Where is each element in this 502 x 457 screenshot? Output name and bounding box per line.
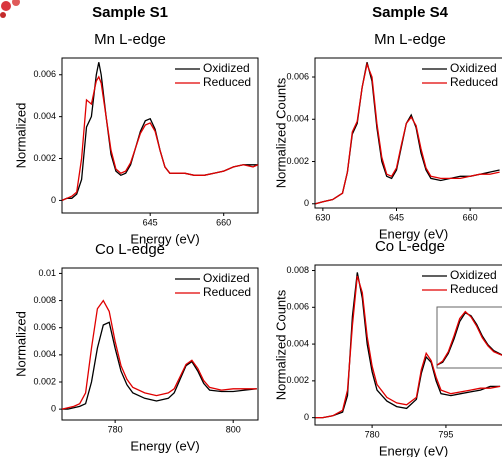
y-tick-label: 0.006	[33, 69, 56, 79]
y-axis-label: Normalized Counts	[273, 289, 288, 400]
legend-label: Oxidized	[450, 61, 497, 75]
x-tick-label: 660	[463, 212, 478, 222]
legend-label: Reduced	[203, 285, 251, 299]
y-tick-label: 0.002	[33, 376, 56, 386]
spectrum-line	[61, 75, 259, 201]
y-tick-label: 0	[51, 404, 56, 414]
spectrum-line	[315, 62, 500, 205]
y-tick-label: 0.008	[286, 265, 309, 275]
y-tick-label: 0.008	[33, 295, 56, 305]
legend-label: Reduced	[450, 75, 498, 89]
x-tick-label: 795	[438, 429, 453, 439]
x-tick-label: 780	[108, 424, 123, 434]
spectrum-line	[436, 310, 502, 366]
logo	[0, 0, 20, 18]
y-tick-label: 0.002	[286, 156, 309, 166]
y-tick-label: 0.004	[33, 111, 56, 121]
y-tick-label: 0	[51, 195, 56, 205]
y-tick-label: 0.004	[286, 338, 309, 348]
legend-label: Oxidized	[450, 268, 497, 282]
x-axis-label: Energy (eV)	[379, 226, 448, 241]
spectrum-line	[62, 321, 257, 410]
plot-frame	[314, 57, 502, 209]
column-title: Sample S1	[92, 4, 168, 21]
y-tick-label: 0	[304, 198, 309, 208]
y-tick-label: 0.006	[33, 322, 56, 332]
legend-label: Oxidized	[203, 271, 250, 285]
chart-title: Co L-edge	[375, 238, 445, 255]
y-tick-label: 0.006	[286, 302, 309, 312]
y-tick-label: 0.004	[286, 114, 309, 124]
y-axis-label: Normalized Counts	[273, 77, 288, 188]
x-tick-label: 780	[365, 429, 380, 439]
inset-frame	[436, 306, 502, 369]
x-tick-label: 630	[315, 212, 330, 222]
y-tick-label: 0.006	[286, 71, 309, 81]
x-tick-label: 660	[216, 217, 231, 227]
chart-title: Mn L-edge	[94, 31, 166, 48]
x-tick-label: 800	[226, 424, 241, 434]
y-axis-label: Normalized	[13, 311, 28, 377]
x-tick-label: 645	[143, 217, 158, 227]
y-axis-label: Normalized	[13, 103, 28, 169]
y-tick-label: 0	[304, 412, 309, 422]
x-axis-label: Energy (eV)	[130, 231, 199, 246]
y-tick-label: 0.004	[33, 349, 56, 359]
x-tick-label: 645	[389, 212, 404, 222]
spectrum-line	[436, 311, 502, 366]
y-tick-label: 0.002	[33, 153, 56, 163]
legend-label: Reduced	[450, 282, 498, 296]
spectrum-line	[61, 299, 257, 410]
x-axis-label: Energy (eV)	[130, 438, 199, 453]
chart-title: Co L-edge	[95, 241, 165, 258]
chart-title: Mn L-edge	[374, 31, 446, 48]
column-title: Sample S4	[372, 4, 449, 21]
spectrum-line	[315, 275, 501, 419]
y-tick-label: 0.01	[38, 268, 56, 278]
x-axis-label: Energy (eV)	[379, 443, 448, 457]
legend-label: Oxidized	[203, 61, 250, 75]
y-tick-label: 0.002	[286, 375, 309, 385]
legend-label: Reduced	[203, 75, 251, 89]
